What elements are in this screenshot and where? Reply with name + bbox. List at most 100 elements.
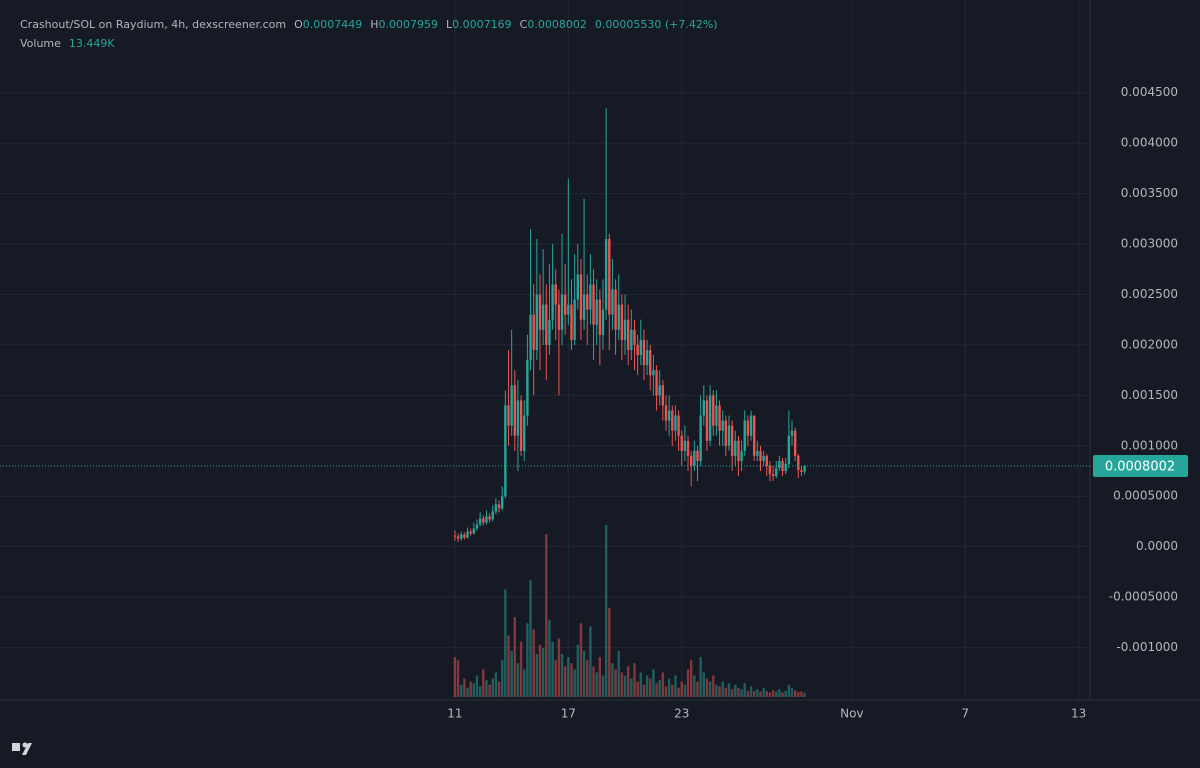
volume-bar xyxy=(466,687,469,697)
candle-body xyxy=(649,349,652,376)
candle-body xyxy=(513,385,516,436)
candle-body xyxy=(803,465,806,472)
candle-body xyxy=(683,440,687,451)
volume-bar xyxy=(623,675,627,697)
candle-body xyxy=(759,450,762,461)
volume-bar xyxy=(570,663,573,697)
open-value: 0.0007449 xyxy=(303,18,363,31)
volume-bar xyxy=(749,686,753,697)
candle-body xyxy=(730,425,734,456)
close-value: 0.0008002 xyxy=(527,18,587,31)
candle-body xyxy=(526,360,529,416)
volume-bar xyxy=(507,635,510,697)
volume-bar xyxy=(560,654,564,697)
volume-bar xyxy=(500,660,504,697)
volume-bar xyxy=(708,681,712,697)
volume-bar xyxy=(630,678,633,697)
candle-layer xyxy=(453,107,806,542)
candle-body xyxy=(620,304,624,340)
candle-body xyxy=(608,239,611,315)
candle-body xyxy=(642,339,646,366)
candle-body xyxy=(485,516,488,523)
volume-bar xyxy=(775,691,778,697)
volume-bar xyxy=(655,683,658,697)
candle-body xyxy=(734,440,737,456)
volume-bar xyxy=(557,638,561,697)
candle-body xyxy=(529,314,532,361)
volume-bar xyxy=(617,650,620,697)
logo-slash xyxy=(22,743,32,755)
l-label: L xyxy=(446,18,453,31)
volume-bar xyxy=(589,626,592,697)
last-price-label: 0.0008002 xyxy=(1105,459,1175,474)
volume-bar xyxy=(715,684,718,697)
candle-body xyxy=(633,329,636,345)
candle-body xyxy=(497,504,501,509)
candle-body xyxy=(545,304,548,345)
candle-body xyxy=(478,518,482,525)
candle-body xyxy=(472,528,476,534)
volume-bar xyxy=(510,650,513,697)
volume-bar xyxy=(579,623,583,697)
candle-body xyxy=(466,531,469,538)
candle-body xyxy=(658,385,661,396)
y-tick-label: -0.001000 xyxy=(1116,640,1178,654)
volume-bar xyxy=(595,672,598,697)
volume-bar xyxy=(759,691,762,697)
volume-bar xyxy=(762,687,765,697)
y-tick-label: 0.004000 xyxy=(1121,136,1178,150)
volume-bar xyxy=(463,678,466,697)
candle-body xyxy=(724,420,728,446)
candle-body xyxy=(469,531,472,534)
o-label: O xyxy=(294,18,303,31)
candle-body xyxy=(611,289,614,315)
volume-bar xyxy=(563,666,567,697)
y-tick-label: 0.003500 xyxy=(1121,186,1178,200)
volume-bar xyxy=(475,675,479,697)
volume-bar xyxy=(734,684,737,697)
volume-value: 13.449K xyxy=(69,37,115,50)
volume-bar xyxy=(472,683,476,697)
volume-bar xyxy=(705,678,709,697)
volume-bar xyxy=(746,690,750,697)
y-tick-label: 0.002000 xyxy=(1121,337,1178,351)
y-tick-label: 0.0000 xyxy=(1136,539,1178,553)
candle-body xyxy=(598,299,602,335)
volume-bar xyxy=(576,644,579,697)
candle-body xyxy=(778,460,781,468)
candle-body xyxy=(768,465,772,475)
y-tick-label: 0.001500 xyxy=(1121,388,1178,402)
volume-bar xyxy=(491,678,494,697)
volume-label: Volume xyxy=(20,37,61,50)
volume-bar xyxy=(642,684,646,697)
candle-body xyxy=(557,304,561,330)
candle-body xyxy=(614,289,617,330)
volume-bar xyxy=(686,669,690,697)
volume-bar xyxy=(456,660,460,697)
candle-body xyxy=(661,385,665,406)
volume-bar xyxy=(545,534,548,697)
volume-bar xyxy=(535,654,539,697)
volume-bar xyxy=(740,689,743,697)
candle-body xyxy=(494,504,498,512)
volume-bar xyxy=(677,687,680,697)
candle-body xyxy=(523,415,526,451)
volume-bar xyxy=(554,660,557,697)
high-value: 0.0007959 xyxy=(379,18,439,31)
candle-body xyxy=(582,294,586,320)
volume-bar xyxy=(790,687,794,697)
volume-layer xyxy=(453,525,806,697)
candle-body xyxy=(727,425,731,446)
volume-bar xyxy=(592,666,595,697)
candle-body xyxy=(664,405,668,421)
volume-bar xyxy=(567,657,570,697)
volume-bar xyxy=(696,681,699,697)
volume-bar xyxy=(800,691,803,697)
candle-body xyxy=(453,535,457,537)
volume-bar xyxy=(478,686,482,697)
candle-body xyxy=(563,294,567,315)
candle-body xyxy=(601,309,605,335)
candle-body xyxy=(551,284,554,320)
volume-bar xyxy=(756,689,759,697)
grid xyxy=(0,0,1090,700)
